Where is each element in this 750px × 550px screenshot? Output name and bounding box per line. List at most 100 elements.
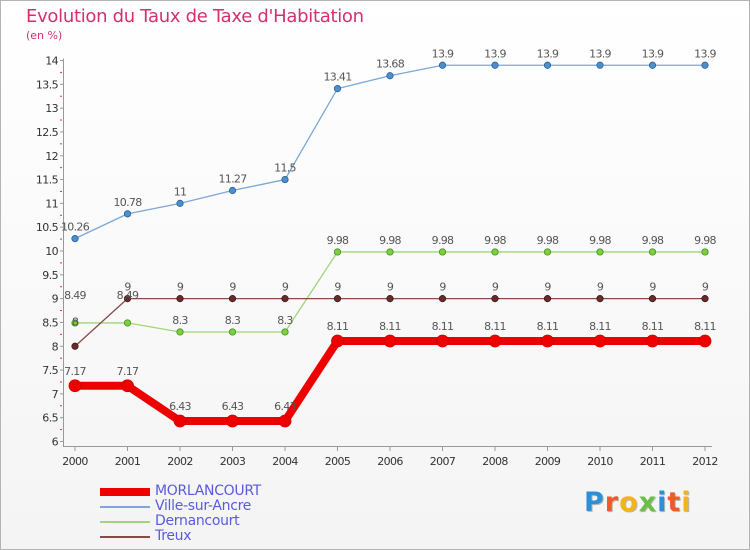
data-point [281,175,289,184]
data-label: 9 [229,281,236,294]
data-label: 11.27 [219,173,248,186]
data-label: 9 [649,281,656,294]
data-label: 9 [334,281,341,294]
y-tick-label: 6.5 [42,412,58,425]
data-point [228,328,237,336]
data-point [543,295,552,303]
data-label: 13.9 [484,47,506,60]
data-label: 8.11 [537,320,559,333]
data-label: 8.11 [589,320,611,333]
data-point [176,295,184,303]
legend-label: Ville-sur-Ancre [155,498,252,514]
data-label: 8.11 [327,320,349,333]
data-label: 6.43 [274,400,296,413]
y-tick-label: 6 [52,436,59,449]
data-point [121,379,134,393]
x-tick-label: 2008 [482,455,508,468]
data-label: 9.98 [484,234,506,247]
data-point [68,379,82,393]
data-point [648,295,657,303]
y-tick-label: 11.5 [36,174,59,187]
data-label: 9 [492,281,499,294]
series-line [74,64,705,240]
data-point [701,248,709,256]
data-labels: 7.17 7.17 6.43 6.43 6.43 8.11 8.11 8.11 8.11 8.11… [61,47,717,413]
x-tick-label: 2000 [62,455,88,468]
data-point [71,235,79,243]
data-point [648,61,657,69]
legend-swatch [100,536,150,538]
data-label: 10.78 [114,196,143,209]
y-tick-label: 9.5 [42,269,58,282]
data-label: 9 [439,281,446,294]
legend-swatch [100,506,150,508]
data-label: 8.11 [432,320,454,333]
x-tick-label: 2003 [220,455,246,468]
y-tick-label: 8 [52,340,59,353]
data-point [543,61,552,69]
y-tick-label: 10.5 [36,221,59,234]
data-label: 13.9 [642,47,664,60]
data-point [491,61,499,69]
y-tick-label: 9 [52,293,59,306]
data-label: 8 [72,315,79,328]
data-label: 9 [387,281,394,294]
data-point [333,248,342,256]
data-label: 8.49 [117,289,139,302]
y-tick-label: 7.5 [42,364,58,377]
data-point [281,295,289,303]
legend-label: Treux [155,528,192,544]
data-point [281,328,289,336]
data-label: 9 [177,281,184,294]
data-label: 13.9 [694,47,716,60]
x-tick-label: 2002 [167,455,193,468]
data-point [228,186,237,195]
y-tick-label: 13 [45,102,58,115]
data-point [701,61,709,69]
data-point [123,319,132,327]
data-label: 11.5 [274,162,296,175]
data-point [123,295,132,303]
data-label: 8.3 [277,314,293,327]
data-point [333,295,342,303]
data-label: 13.9 [589,47,611,60]
x-tick-label: 2007 [430,455,456,468]
chart-subtitle: (en %) [26,29,63,42]
data-label: 9.98 [642,234,664,247]
y-tick-label: 7 [52,388,59,401]
data-point [71,319,79,327]
proxiti-logo: Proxiti [584,487,692,518]
legend-swatch [100,488,150,496]
x-tick-label: 2009 [535,455,561,468]
data-point [596,248,604,256]
data-point [386,72,394,80]
data-point [438,295,447,303]
series-layer [68,61,712,428]
y-tick-label: 12.5 [36,126,59,139]
data-point [698,334,712,348]
x-tick-label: 2006 [377,455,403,468]
logo-letter: r [604,487,620,518]
y-tick-label: 12 [45,150,58,163]
data-label: 9.98 [537,234,559,247]
data-label: 6.43 [222,400,244,413]
data-label: 9 [702,281,709,294]
data-label: 8.3 [172,314,188,327]
data-point [541,334,554,348]
x-tick-label: 2004 [272,455,298,468]
data-label: 9.98 [432,234,454,247]
data-label: 10.26 [61,221,90,234]
data-point [173,414,187,428]
data-point [701,295,709,303]
data-point [436,334,449,348]
y-tick-label: 10 [45,245,58,258]
x-tick-label: 2005 [325,455,351,468]
data-label: 9.98 [327,234,349,247]
legend-swatch [100,521,150,523]
data-label: 11 [174,185,187,198]
chart-title: Evolution du Taux de Taxe d'Habitation [26,6,364,27]
data-point [386,248,394,256]
data-label: 6.43 [169,400,191,413]
